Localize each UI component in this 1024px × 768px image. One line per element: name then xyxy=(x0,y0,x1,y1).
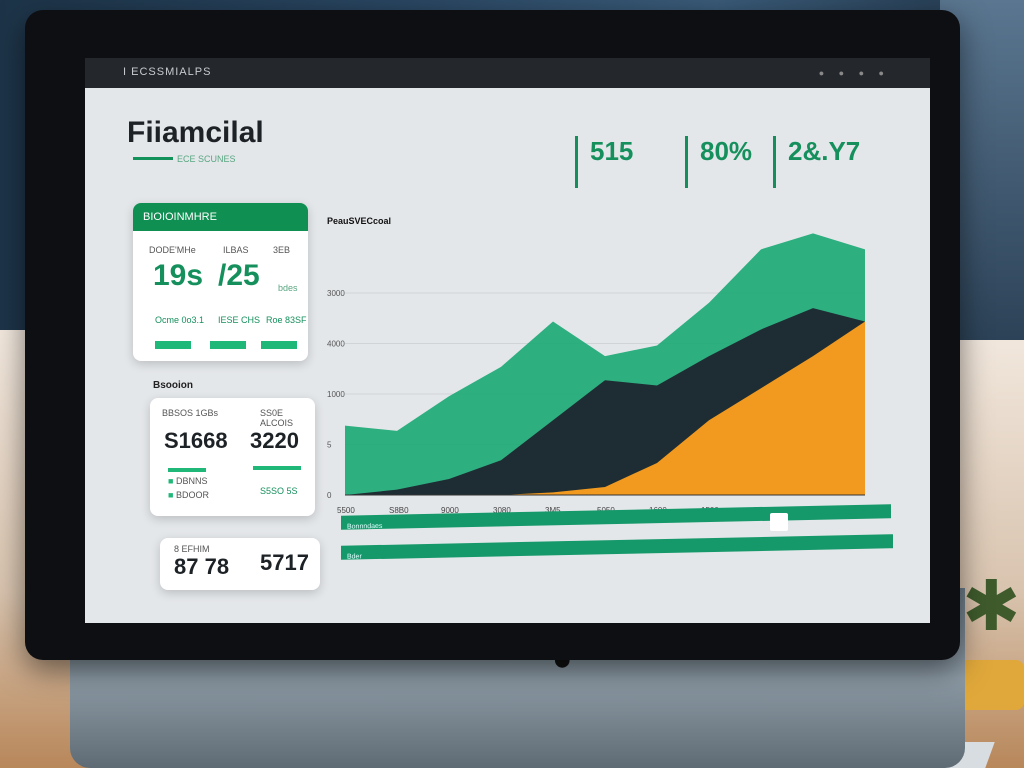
balance-card: BBSOS 1GBs SS0E ALCOIS S1668 3220 ■ DBNN… xyxy=(150,398,315,516)
card-label: BBSOS 1GBs xyxy=(162,408,219,418)
card-footer: IESE CHS xyxy=(218,315,261,325)
dashboard-screen: I ECSSMIALPS ● ● ● ● Fiiamcilal ECE SCUNE… xyxy=(85,58,930,623)
progress-bar xyxy=(168,468,206,472)
card-value: 3220 xyxy=(250,428,299,453)
progress-bar xyxy=(210,341,246,349)
card-label: 3EB xyxy=(273,245,291,255)
page-title: Fiiamcilal xyxy=(127,116,264,149)
kpi-1: 515 xyxy=(575,136,633,188)
kpi-3: 2&.Y7 xyxy=(773,136,860,188)
legend-item: ■ DBNNS xyxy=(168,476,208,486)
card-footer: Ocme 0o3.1 xyxy=(155,315,205,325)
section-label: Bsooion xyxy=(153,380,193,391)
card-unit: bdes xyxy=(278,283,298,293)
y-tick-label: 5 xyxy=(327,441,332,450)
window-controls[interactable]: ● ● ● ● xyxy=(818,68,890,78)
summary-card: BIOIOINMHRE DODE'MHe ILBAS 3EB 19s /25 b… xyxy=(133,203,308,361)
area-chart: 300040001000505500S8B0900030803M55050160… xyxy=(327,233,875,515)
app-name: I ECSSMIALPS xyxy=(123,66,212,78)
x-tick-label: 3080 xyxy=(493,506,511,515)
title-underline xyxy=(133,157,173,160)
card-value: 19s xyxy=(153,259,204,292)
x-tick-label: 5500 xyxy=(337,506,355,515)
card-value: /25 xyxy=(218,259,260,292)
progress-bar xyxy=(261,341,297,349)
plant-leaves: ✱ xyxy=(962,567,1021,645)
x-tick-label: S8B0 xyxy=(389,506,409,515)
card-value: 87 78 xyxy=(174,554,230,579)
card-label: 8 EFHIM xyxy=(174,544,210,554)
slider-thumb[interactable] xyxy=(770,513,788,531)
card-label: ILBAS xyxy=(223,245,249,255)
y-tick-label: 1000 xyxy=(327,390,345,399)
x-tick-label: 9000 xyxy=(441,506,459,515)
card-label: SS0E ALCOIS xyxy=(260,408,294,428)
topbar: I ECSSMIALPS ● ● ● ● xyxy=(85,58,930,88)
y-tick-label: 3000 xyxy=(327,289,345,298)
card-label: DODE'MHe xyxy=(149,245,196,255)
card-footer: Roe 83SF xyxy=(266,315,307,325)
progress-bar xyxy=(253,466,301,470)
legend-item: ■ BDOOR xyxy=(168,490,209,500)
page-subtitle: ECE SCUNES xyxy=(177,154,236,164)
card-note: S5SO 5S xyxy=(260,486,298,496)
chart-title: PeauSVECcoal xyxy=(327,216,392,226)
progress-bar xyxy=(155,341,191,349)
card-value: S1668 xyxy=(164,428,228,453)
card-value: 5717 xyxy=(260,550,309,575)
y-tick-label: 0 xyxy=(327,491,332,500)
y-tick-label: 4000 xyxy=(327,340,345,349)
card-header: BIOIOINMHRE xyxy=(133,203,308,231)
area-series-3 xyxy=(345,321,865,495)
totals-card: 8 EFHIM 87 78 5717 xyxy=(160,538,320,590)
kpi-2: 80% xyxy=(685,136,752,188)
